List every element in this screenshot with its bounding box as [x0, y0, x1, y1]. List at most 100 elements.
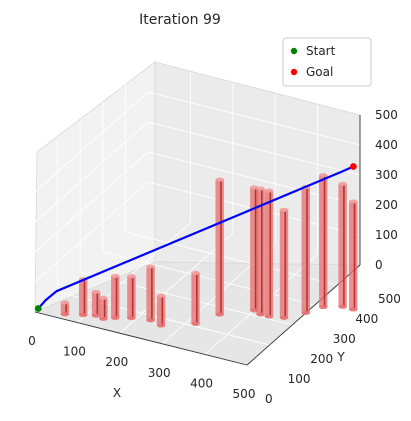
obstacle-body [349, 201, 358, 310]
obstacle-body [264, 190, 274, 317]
grid-left-z-0 [34, 181, 149, 283]
obstacle-cylinder [191, 270, 200, 326]
grid-back-z-2 [147, 121, 361, 176]
obstacle-top [319, 173, 328, 178]
data-points [34, 163, 357, 312]
obstacle-top [156, 293, 166, 298]
y-tick-label: 300 [333, 332, 356, 346]
grid-left-z-1 [34, 151, 149, 253]
obstacle-cylinder [349, 199, 358, 312]
x-tick-label: 400 [190, 376, 213, 390]
legend-box [282, 37, 372, 87]
obstacle-cylinder [111, 273, 120, 320]
obstacle-cylinder [319, 173, 328, 310]
obstacle-body [111, 275, 120, 318]
obstacle-base [60, 312, 70, 317]
obstacle-body [215, 179, 224, 315]
x-axis-line [34, 311, 248, 366]
grid-back-z-3 [147, 91, 361, 146]
legend-marker-goal [290, 68, 298, 76]
obstacle-top [279, 207, 289, 212]
obstacle-body [191, 272, 200, 324]
obstacle-cylinder [78, 277, 88, 318]
obstacle-base [91, 313, 101, 318]
obstacle-top [146, 264, 155, 269]
obstacle-body [256, 188, 265, 315]
obstacle-body [127, 276, 136, 319]
obstacle-top [127, 274, 136, 279]
obstacle-base [301, 311, 310, 315]
legend-label-goal: Goal [306, 65, 333, 79]
y-tick-label: 0 [265, 392, 273, 406]
obstacle-top [191, 270, 200, 275]
obstacle-body [156, 295, 166, 326]
obstacle-cylinder [91, 289, 101, 318]
obstacle-cylinder [146, 264, 155, 323]
obstacle-body [99, 297, 108, 319]
obstacle-base [191, 321, 200, 326]
legend-label-start: Start [306, 44, 336, 58]
obstacle-body [279, 209, 289, 318]
y-tick-label: 200 [310, 352, 333, 366]
y-tick-label: 500 [378, 292, 401, 306]
x-tick-label: 200 [105, 355, 128, 369]
chart-title: Iteration 99 [139, 12, 221, 28]
obstacle-base [111, 315, 120, 320]
obstacle-body [60, 302, 70, 315]
grid-left-z-3 [34, 91, 149, 193]
legend-marker-start [290, 47, 298, 55]
obstacle-top [264, 188, 274, 193]
obstacle-top [111, 273, 120, 278]
grid-lines [34, 72, 361, 355]
obstacle-top [338, 181, 347, 186]
obstacle-body [319, 175, 328, 308]
z-tick-label: 300 [375, 168, 398, 182]
obstacle-top [256, 186, 265, 191]
z-tick-label: 400 [375, 138, 398, 152]
y-axis-label: Y [336, 350, 345, 364]
x-tick-label: 500 [233, 387, 256, 401]
obstacle-base [349, 307, 358, 312]
obstacle-cylinder [60, 300, 70, 317]
obstacle-base [319, 305, 328, 310]
obstacle-cylinder [338, 181, 347, 309]
start-point [34, 305, 42, 312]
obstacle-cylinder [156, 293, 166, 328]
obstacle-body [250, 187, 259, 311]
obstacle-base [264, 314, 274, 319]
obstacle-base [146, 318, 155, 323]
goal-point [349, 163, 357, 170]
z-ticks: 0 100 200 300 400 500 [375, 108, 398, 272]
obstacle-cylinder [301, 185, 310, 315]
z-tick-label: 0 [375, 258, 383, 272]
obstacle-body [338, 183, 347, 307]
z-tick-label: 100 [375, 228, 398, 242]
obstacle-top [60, 300, 70, 305]
obstacle-cylinder [127, 274, 136, 321]
path [37, 165, 354, 310]
obstacle-base [127, 316, 136, 321]
obstacle-top [99, 295, 108, 300]
obstacle-cylinder [264, 188, 274, 319]
obstacle-body [91, 291, 101, 316]
x-tick-label: 0 [28, 334, 36, 348]
obstacle-body [146, 266, 155, 321]
obstacle-body [301, 187, 310, 313]
obstacle-base [338, 304, 347, 309]
obstacle-cylinder [279, 207, 289, 320]
obstacle-base [256, 312, 265, 317]
x-axis-label: X [113, 386, 121, 400]
obstacle-base [156, 323, 166, 328]
obstacle-base [215, 312, 224, 317]
obstacle-cylinder [256, 186, 265, 317]
obstacles [60, 173, 358, 328]
obstacle-base [279, 315, 289, 320]
obstacle-top [91, 289, 101, 294]
z-tick-label: 500 [375, 108, 398, 122]
obstacle-top [349, 199, 358, 204]
z-tick-label: 200 [375, 198, 398, 212]
obstacle-base [99, 316, 108, 321]
obstacle-base [78, 313, 88, 318]
